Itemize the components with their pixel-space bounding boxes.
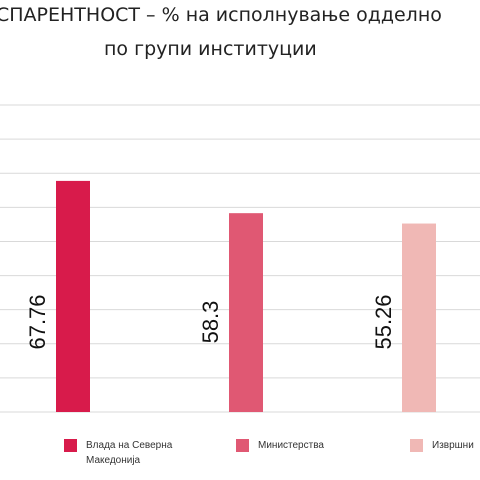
bar-label-2: 58.3 — [198, 301, 223, 344]
bar-label-3: 55.26 — [371, 294, 396, 349]
legend-swatch-2 — [236, 439, 249, 452]
legend-swatch-1 — [64, 439, 77, 452]
bar-2 — [229, 213, 263, 412]
legend-label-2: Министерства — [258, 440, 324, 451]
legend-label-3: Извршни — [432, 440, 474, 451]
chart-title-line-1: СПАРЕНТНОСТ – % на исполнување одделно — [0, 4, 442, 26]
chart-title-line-2: по групи институции — [104, 38, 317, 60]
legend-swatch-3 — [410, 439, 423, 452]
bar-1 — [56, 180, 90, 412]
bar-label-1: 67.76 — [25, 294, 50, 349]
bar-3 — [402, 223, 436, 412]
legend-label-1: Влада на Северна Македонија — [86, 440, 173, 466]
legend-item-1: Влада на Северна Македонија — [64, 438, 214, 468]
legend-item-3: Извршни — [410, 438, 480, 453]
legend-item-2: Министерства — [236, 438, 386, 453]
